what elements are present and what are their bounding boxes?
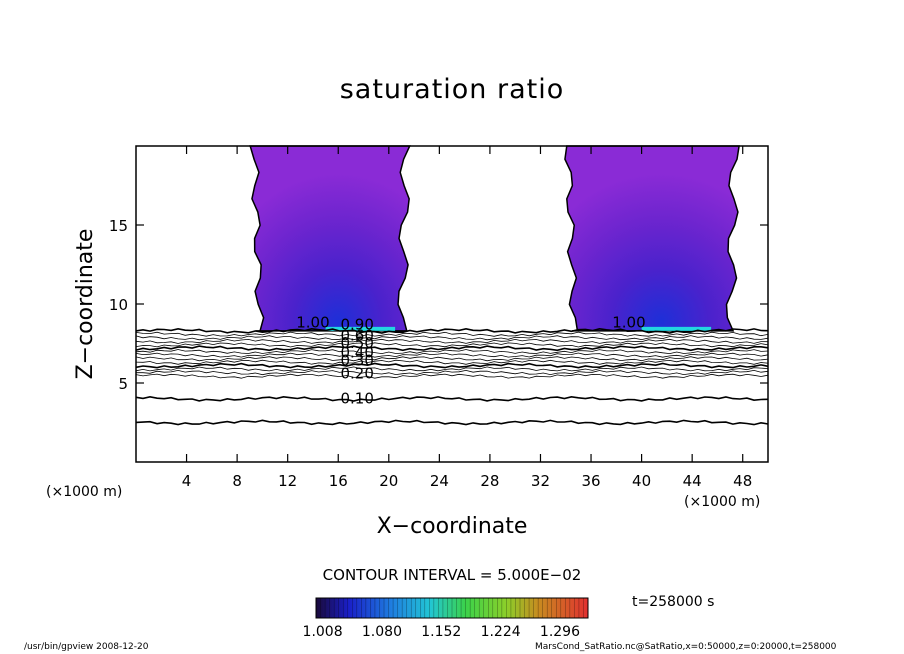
contour-line (135, 356, 769, 362)
y-tick-label: 10 (109, 296, 128, 314)
chart-title: saturation ratio (339, 74, 565, 105)
contour-line (135, 359, 769, 365)
footer-command: /usr/bin/gpview 2008-12-20 (24, 642, 149, 652)
contour-line (135, 342, 769, 348)
column-base-band (325, 326, 396, 331)
time-label: t=258000 s (632, 594, 715, 610)
footer-source: MarsCond_SatRatio.nc@SatRatio,x=0:50000,… (535, 642, 837, 652)
colorbar-tick-label: 1.296 (540, 624, 580, 640)
x-tick-label: 36 (581, 472, 600, 490)
colorbar-tick-label: 1.224 (481, 624, 521, 640)
supersaturated-column (564, 145, 740, 332)
colorbar: 1.008 1.080 1.152 1.224 1.296 (303, 597, 589, 640)
contour-label: 0.50 (340, 334, 373, 352)
x-tick-label: 8 (232, 472, 242, 490)
x-unit-right: (×1000 m) (684, 494, 760, 510)
contour-label: 0.40 (340, 344, 373, 362)
contour-line (135, 366, 769, 372)
y-tick-label: 15 (109, 217, 128, 235)
contour-line (135, 345, 769, 352)
colorbar-tick-label: 1.008 (303, 624, 343, 640)
contour-line (135, 419, 769, 426)
x-unit-left: (×1000 m) (46, 484, 122, 500)
x-tick-label: 44 (683, 472, 702, 490)
contour-line (135, 335, 769, 341)
contour-lines (135, 327, 769, 426)
x-tick-label: 24 (430, 472, 449, 490)
x-axis-label: X−coordinate (376, 514, 528, 539)
colorbar-tick-label: 1.080 (362, 624, 402, 640)
contour-labels: 1.00 0.900.600.500.400.300.20 0.10 1.00 (296, 314, 645, 408)
contour-interval: CONTOUR INTERVAL = 5.000E−02 (322, 566, 582, 584)
supersaturated-column (249, 145, 411, 332)
contour-label: 1.00 (612, 314, 645, 332)
contour-line (135, 352, 769, 358)
contour-label: 0.90 (340, 315, 373, 333)
contour-line (136, 369, 769, 376)
y-tick-label: 5 (118, 375, 128, 393)
contour-line (135, 338, 769, 344)
contour-label: 0.10 (340, 390, 373, 408)
x-tick-label: 12 (278, 472, 297, 490)
colorbar-tick-label: 1.152 (421, 624, 461, 640)
x-tick-label: 40 (632, 472, 651, 490)
contour-label: 0.20 (340, 364, 373, 382)
contour-label: 1.00 (296, 314, 329, 332)
contour-line (135, 331, 769, 337)
x-tick-label: 16 (329, 472, 348, 490)
x-tick-label: 48 (733, 472, 752, 490)
x-tick-label: 32 (531, 472, 550, 490)
column-base-band (641, 326, 712, 331)
x-axis-ticks: 4 8 12 16 20 24 28 32 36 40 44 48 (182, 146, 752, 490)
contour-line (135, 373, 769, 379)
y-axis-label: Z−coordinate (73, 229, 98, 380)
contour-line (135, 327, 769, 334)
contour-label: 0.60 (340, 326, 373, 344)
y-axis-ticks: 5 10 15 (109, 217, 768, 393)
contour-line (135, 349, 769, 355)
contour-label: 0.30 (340, 352, 373, 370)
x-tick-label: 20 (379, 472, 398, 490)
contour-line (135, 395, 769, 402)
x-tick-label: 28 (480, 472, 499, 490)
contour-line (135, 362, 769, 369)
supersaturated-regions (249, 145, 740, 332)
x-tick-label: 4 (182, 472, 192, 490)
